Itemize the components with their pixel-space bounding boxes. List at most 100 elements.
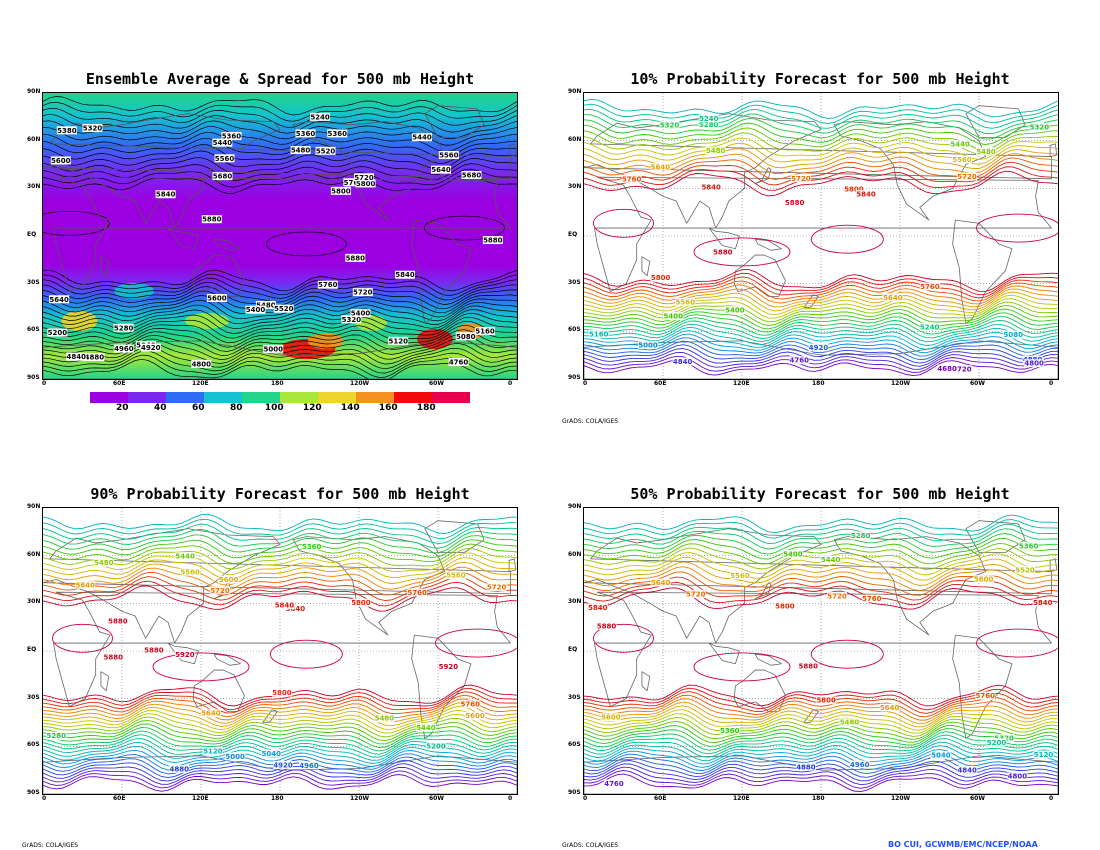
contour-label: 5400 xyxy=(783,550,803,558)
colorbar-swatch xyxy=(128,392,166,403)
contour-label-bg xyxy=(315,146,336,155)
contour-label: 5800 xyxy=(844,185,864,193)
contour-label: 5600 xyxy=(974,576,994,584)
author-footer: BO CUI, GCWMB/EMC/NCEP/NOAA xyxy=(888,840,1038,849)
contour-label-bg xyxy=(461,171,482,180)
contour-label-bg xyxy=(46,731,67,740)
contour-label: 5840 xyxy=(395,271,415,279)
coastline xyxy=(192,669,245,712)
contour-label: 5680 xyxy=(213,173,233,181)
contour-label: 5720 xyxy=(957,173,977,181)
contour-line xyxy=(43,299,517,322)
latitude-label: 30S xyxy=(568,693,581,701)
contour-line xyxy=(584,298,1058,319)
contour-label-bg xyxy=(93,558,114,567)
contour-label: 5360 xyxy=(328,130,348,138)
contour-label: 5800 xyxy=(651,274,671,282)
contour-label-bg xyxy=(603,779,624,788)
contour-line xyxy=(584,284,1058,305)
contour-label-bg xyxy=(826,591,847,600)
contour-line xyxy=(43,277,517,301)
contour-line xyxy=(584,280,1058,302)
contour-line xyxy=(584,304,1058,326)
contour-label: 5640 xyxy=(201,710,221,718)
coastline xyxy=(594,176,1052,293)
contour-line xyxy=(584,117,1058,140)
contour-line xyxy=(584,288,1058,308)
panel-title: 90% Probability Forecast for 500 mb Heig… xyxy=(90,485,470,503)
contour-label: 5760 xyxy=(318,281,338,289)
contour-label-bg xyxy=(56,126,77,135)
contour-label-bg xyxy=(299,761,320,770)
longitude-label: 120E xyxy=(733,795,750,802)
coastline xyxy=(100,256,110,277)
contour-label: 4920 xyxy=(141,344,161,352)
contour-label: 5440 xyxy=(821,556,841,564)
contour-label-bg xyxy=(271,688,292,697)
colorbar-swatch xyxy=(432,392,470,403)
contour-label: 4800 xyxy=(192,360,212,368)
contour-label-bg xyxy=(66,352,87,361)
contour-label: 5840 xyxy=(156,191,176,199)
coastline xyxy=(965,105,1026,138)
contour-line xyxy=(584,355,1058,373)
contour-label-bg xyxy=(882,293,903,302)
contour-label-bg xyxy=(180,567,201,576)
coastline xyxy=(754,238,782,251)
contour-label-bg xyxy=(407,588,428,597)
colorbar-label: 20 xyxy=(116,403,129,413)
longitude-label: 0 xyxy=(508,380,513,387)
contour-label-bg xyxy=(784,198,805,207)
contour-label-bg xyxy=(345,253,366,262)
coastline xyxy=(754,167,772,184)
contour-line xyxy=(584,756,1058,775)
contour-label: 5480 xyxy=(706,147,726,155)
contour-label: 5760 xyxy=(920,283,940,291)
contour-label-bg xyxy=(1033,750,1054,759)
contour-label: 5720 xyxy=(353,289,373,297)
longitude-label: 0 xyxy=(42,380,47,387)
longitude-label: 60E xyxy=(113,795,126,802)
contour-label-bg xyxy=(621,174,642,183)
contour-label-bg xyxy=(209,586,230,595)
panel-title: 50% Probability Forecast for 500 mb Heig… xyxy=(630,485,1010,503)
contour-line xyxy=(584,344,1058,364)
contour-label: 4960 xyxy=(299,762,319,770)
coastline xyxy=(43,528,511,644)
contour-line xyxy=(43,126,517,146)
contour-line xyxy=(584,103,1058,124)
contour-label: 5400 xyxy=(246,306,266,314)
contour-label: 4760 xyxy=(789,357,809,365)
contour-label-bg xyxy=(588,329,609,338)
contour-line xyxy=(43,585,517,612)
spread-patch xyxy=(307,333,344,349)
contour-label-bg xyxy=(448,358,469,367)
contour-label: 5880 xyxy=(103,654,123,662)
contour-label: 5880 xyxy=(713,249,733,257)
longitude-label: 0 xyxy=(583,795,588,802)
contour-label: 5800 xyxy=(331,187,351,195)
contour-line xyxy=(584,766,1058,786)
coastline xyxy=(952,634,1013,739)
contour-label-bg xyxy=(438,151,459,160)
contour-line xyxy=(43,774,517,792)
contour-label: 4840 xyxy=(673,358,693,366)
contour-label-bg xyxy=(774,601,795,610)
coastline xyxy=(965,520,1026,553)
contour-line xyxy=(584,713,1058,734)
contour-line xyxy=(976,628,1058,658)
contour-label-bg xyxy=(438,662,459,671)
contour-line xyxy=(584,770,1058,789)
contour-label-bg xyxy=(861,594,882,603)
contour-label-bg xyxy=(465,711,486,720)
contour-label: 5880 xyxy=(346,254,366,262)
coastline xyxy=(708,642,740,665)
contour-label: 5760 xyxy=(622,175,642,183)
map-frame: 5440 5480 5560 5600 5640 5720 5760 5800 5840 5880… xyxy=(42,507,518,795)
contour-line xyxy=(43,137,517,159)
contour-label-bg xyxy=(394,270,415,279)
contour-line xyxy=(584,760,1058,778)
latitude-label: 30N xyxy=(27,598,41,606)
contour-line xyxy=(43,539,517,559)
contour-label-bg xyxy=(169,764,190,773)
